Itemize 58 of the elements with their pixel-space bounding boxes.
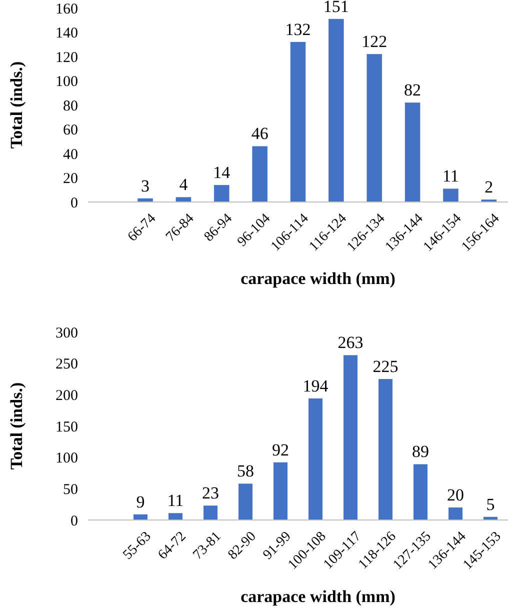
- y-tick-label: 250: [56, 356, 78, 373]
- data-label: 2: [484, 178, 494, 197]
- bar: [414, 464, 428, 520]
- data-label: 132: [285, 20, 311, 39]
- y-tick-label: 200: [56, 388, 78, 404]
- y-tick-label: 80: [63, 98, 78, 114]
- data-label: 23: [202, 484, 219, 503]
- y-tick-label: 100: [56, 74, 78, 90]
- bar: [366, 54, 382, 202]
- bar: [168, 513, 182, 520]
- y-tick-label: 40: [63, 146, 78, 163]
- y-axis-title: Total (inds.): [7, 61, 26, 149]
- bar: [252, 146, 268, 202]
- y-tick-label: 300: [56, 325, 78, 342]
- data-label: 58: [237, 462, 254, 481]
- bar: [378, 379, 392, 520]
- bar: [214, 185, 230, 202]
- y-axis-title: Total (inds.): [7, 382, 26, 470]
- data-label: 151: [323, 0, 349, 16]
- y-tick-label: 160: [56, 1, 78, 18]
- bar: [443, 188, 458, 202]
- data-label: 82: [404, 80, 422, 100]
- y-tick-label: 60: [63, 122, 78, 138]
- y-tick-label: 150: [56, 419, 78, 436]
- data-label: 5: [486, 494, 495, 514]
- y-tick-label: 50: [63, 482, 78, 498]
- data-label: 194: [302, 376, 329, 396]
- y-tick-label: 20: [63, 171, 78, 187]
- y-tick-label: 0: [70, 513, 78, 530]
- y-tick-label: 100: [56, 450, 78, 467]
- bar: [204, 506, 218, 520]
- bar: [176, 197, 192, 202]
- data-label: 89: [412, 442, 429, 462]
- y-tick-label: 120: [56, 50, 78, 66]
- bar: [448, 507, 462, 520]
- data-label: 14: [213, 163, 231, 182]
- y-tick-label: 140: [56, 26, 78, 42]
- data-label: 122: [362, 32, 388, 52]
- bar: [328, 18, 344, 202]
- bar: [274, 462, 288, 520]
- data-label: 11: [167, 491, 184, 510]
- bar: [238, 484, 252, 520]
- bar: [404, 102, 420, 202]
- data-label: 225: [372, 357, 398, 376]
- data-label: 9: [136, 492, 145, 512]
- data-label: 20: [447, 485, 464, 504]
- bar: [344, 355, 358, 520]
- data-label: 4: [179, 175, 188, 194]
- data-label: 11: [442, 166, 459, 186]
- data-label: 263: [338, 333, 364, 352]
- bar: [290, 42, 306, 202]
- data-label: 92: [272, 440, 289, 460]
- bar: [308, 398, 322, 520]
- data-label: 46: [251, 124, 268, 144]
- y-tick-label: 0: [70, 195, 78, 212]
- x-axis-title: carapace width (mm): [240, 587, 396, 606]
- data-label: 3: [141, 176, 150, 196]
- x-axis-title: carapace width (mm): [240, 269, 396, 288]
